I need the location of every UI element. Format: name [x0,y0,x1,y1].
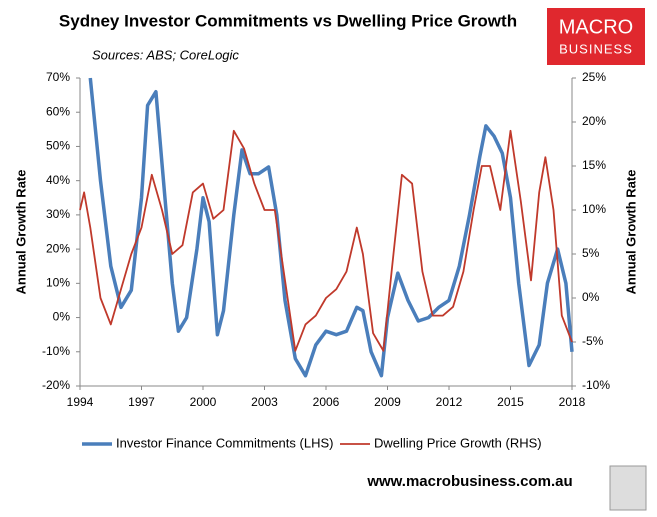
y2-tick-label: 20% [582,114,606,128]
x-tick-label: 2006 [313,395,340,409]
chart-title: Sydney Investor Commitments vs Dwelling … [59,11,517,30]
y-tick-label: 20% [46,241,70,255]
y-tick-label: 10% [46,276,70,290]
logo-text: MACRO [559,16,633,38]
y2-axis-label: Annual Growth Rate [623,170,638,295]
y-tick-label: 70% [46,70,70,84]
y2-tick-label: 25% [582,70,606,84]
series-line [79,129,573,352]
y-tick-label: 0% [53,310,71,324]
x-tick-label: 1994 [67,395,94,409]
wolf-icon [609,465,647,511]
y-tick-label: 40% [46,173,70,187]
chart-subtitle: Sources: ABS; CoreLogic [92,47,239,62]
y-tick-label: -10% [42,344,70,358]
x-tick-label: 2018 [559,395,586,409]
y-tick-label: 30% [46,207,70,221]
y2-tick-label: 15% [582,158,606,172]
x-tick-label: 2009 [374,395,401,409]
y-tick-label: -20% [42,378,70,392]
x-tick-label: 2003 [251,395,278,409]
y-tick-label: 50% [46,139,70,153]
x-tick-label: 2012 [436,395,463,409]
y2-tick-label: 5% [582,246,600,260]
y-axis-label: Annual Growth Rate [13,170,28,295]
x-tick-label: 2000 [190,395,217,409]
y2-tick-label: -5% [582,334,604,348]
legend-label: Investor Finance Commitments (LHS) [116,435,333,450]
y-tick-label: 60% [46,104,70,118]
y2-tick-label: 0% [582,290,600,304]
logo-box [547,8,645,65]
y2-tick-label: 10% [582,202,606,216]
y2-tick-label: -10% [582,378,610,392]
logo-text: BUSINESS [559,41,633,56]
series-line [88,77,574,378]
legend-label: Dwelling Price Growth (RHS) [374,435,542,450]
website: www.macrobusiness.com.au [366,473,572,490]
x-tick-label: 1997 [128,395,155,409]
x-tick-label: 2015 [497,395,524,409]
